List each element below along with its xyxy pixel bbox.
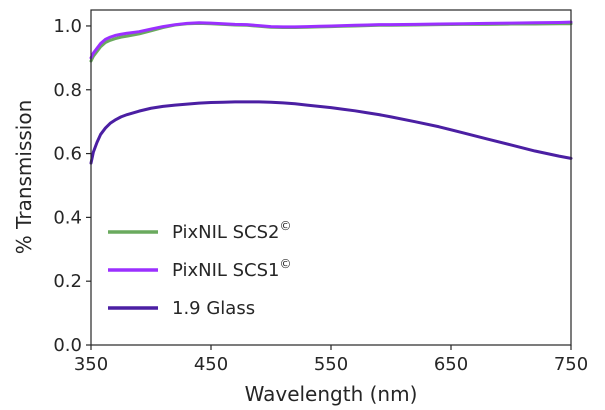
legend-copyright-mark: © [280,257,292,271]
legend-label-1: PixNIL SCS1© [172,257,292,281]
legend-label-2: 1.9 Glass [172,298,255,319]
x-tick-label: 550 [314,354,348,375]
y-tick-label: 0.8 [53,80,82,101]
y-tick-label: 0.6 [53,144,82,165]
x-axis: 350 450 550 650 750 [74,345,588,375]
legend: PixNIL SCS2© PixNIL SCS1© 1.9 Glass [108,219,292,319]
y-tick-label: 0.0 [53,335,82,356]
legend-copyright-mark: © [280,219,292,233]
series-layer [89,20,573,165]
y-axis-label: % Transmission [12,100,36,255]
x-tick-label: 450 [194,354,228,375]
y-axis: 0.0 0.2 0.4 0.6 0.8 1.0 [53,16,91,356]
series-line-1 [89,20,573,60]
x-tick-label: 350 [74,354,108,375]
x-tick-label: 750 [554,354,588,375]
y-tick-label: 0.2 [53,271,82,292]
y-tick-label: 0.4 [53,207,82,228]
x-tick-label: 650 [434,354,468,375]
legend-label-0: PixNIL SCS2© [172,219,292,243]
x-axis-label: Wavelength (nm) [245,382,418,406]
series-line-2 [89,100,573,165]
y-tick-label: 1.0 [53,16,82,37]
